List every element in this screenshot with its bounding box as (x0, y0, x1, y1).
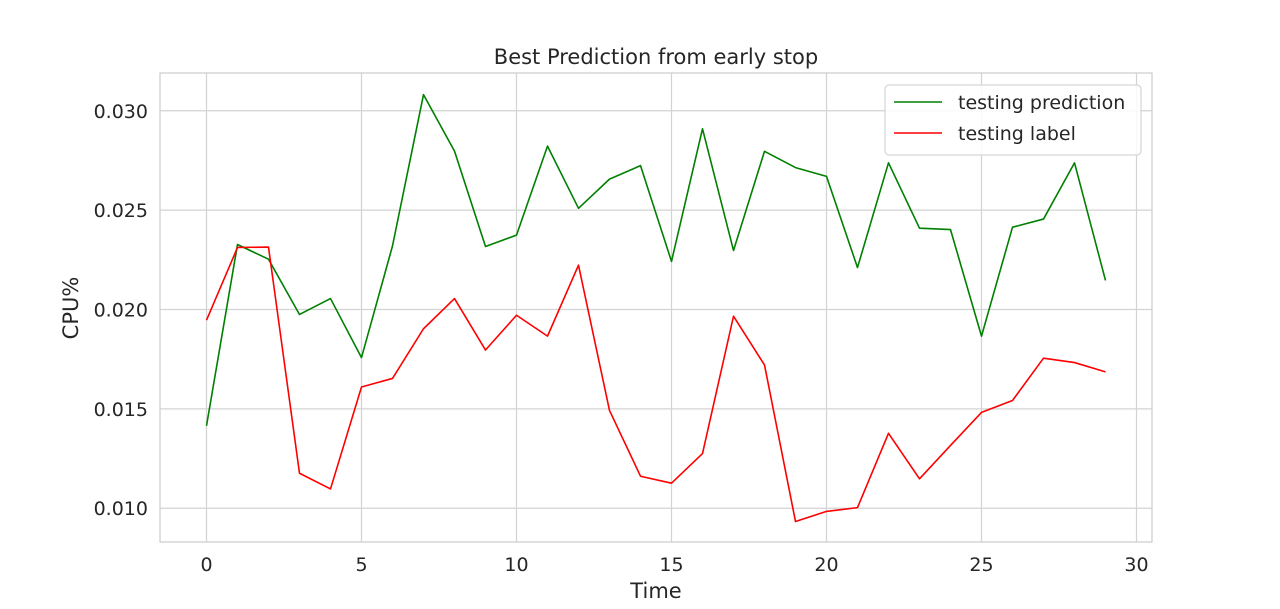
grid (160, 73, 1152, 542)
y-tick-label: 0.010 (94, 498, 148, 520)
y-tick-label: 0.025 (94, 200, 148, 222)
x-tick-label: 20 (814, 554, 838, 576)
x-tick-label: 10 (504, 554, 528, 576)
series-layer (205, 93, 1107, 523)
x-axis-label: Time (629, 579, 681, 603)
x-tick-labels: 0 5 10 15 20 25 30 (200, 554, 1148, 576)
x-tick-label: 25 (969, 554, 993, 576)
legend-box (884, 84, 1142, 156)
x-tick-label: 0 (200, 554, 212, 576)
x-tick-label: 30 (1124, 554, 1148, 576)
y-tick-label: 0.030 (94, 101, 148, 123)
y-tick-label: 0.020 (94, 299, 148, 321)
y-tick-label: 0.015 (94, 399, 148, 421)
y-axis-label: CPU% (59, 277, 83, 340)
x-tick-label: 5 (355, 554, 367, 576)
series-line-testing-prediction (205, 93, 1107, 426)
chart-title: Best Prediction from early stop (494, 45, 818, 69)
y-tick-labels: 0.010 0.015 0.020 0.025 0.030 (94, 101, 148, 520)
legend: testing prediction testing label (884, 84, 1142, 156)
plot-frame (159, 72, 1153, 543)
legend-label-testing-prediction: testing prediction (958, 92, 1125, 114)
series-line-testing-label (205, 246, 1106, 523)
x-tick-label: 15 (659, 554, 683, 576)
legend-label-testing-label: testing label (958, 123, 1076, 145)
